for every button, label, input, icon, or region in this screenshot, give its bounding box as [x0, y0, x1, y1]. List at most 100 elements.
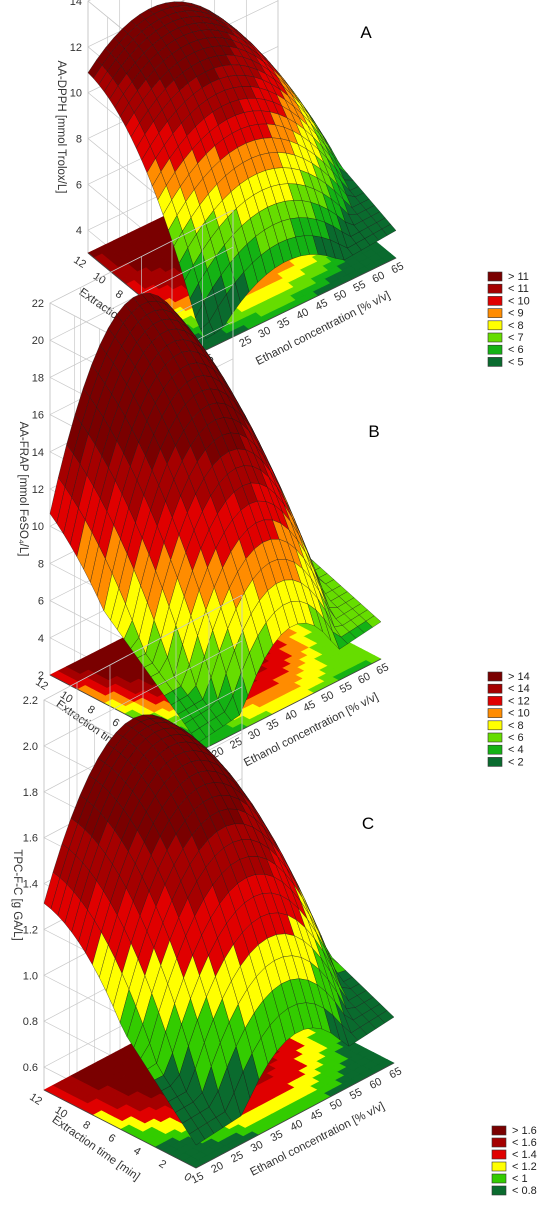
- legend-swatch: [491, 1161, 507, 1172]
- x-tick-label: 55: [348, 1086, 364, 1102]
- legend-label: < 6: [508, 344, 524, 356]
- legend-swatch: [487, 320, 503, 331]
- legend-label: < 7: [508, 332, 524, 344]
- x-axis-line: [205, 257, 397, 351]
- legend-label: < 12: [508, 695, 530, 707]
- legend-swatch: [487, 671, 503, 682]
- panel-letter: C: [362, 814, 374, 833]
- z-tick-label: 4: [76, 225, 82, 237]
- x-tick-label: 60: [370, 269, 386, 285]
- y-tick-label: 8: [85, 703, 97, 716]
- y-tick-label: 6: [110, 716, 122, 729]
- z-tick-label: 2: [38, 670, 44, 682]
- x-tick-label: 25: [237, 334, 253, 350]
- x-tick-label: 40: [294, 306, 310, 322]
- z-tick-label: 2.2: [23, 695, 38, 707]
- y-tick-label: 12: [71, 254, 88, 271]
- legend-swatch: [487, 357, 503, 367]
- legend: > 1.6< 1.6< 1.4< 1.2< 1< 0.8: [491, 1125, 537, 1197]
- legend-swatch: [487, 696, 503, 706]
- legend-swatch: [487, 757, 503, 767]
- y-tick-label: 0: [182, 1171, 194, 1184]
- z-tick-label: 14: [32, 447, 44, 459]
- legend-label: < 9: [508, 308, 524, 320]
- legend-label: < 10: [508, 295, 530, 307]
- x-tick-label: 60: [356, 671, 372, 687]
- x-tick-label: 30: [249, 1139, 265, 1155]
- response-surface: [87, 1, 397, 339]
- legend-swatch: [491, 1173, 507, 1184]
- x-tick-label: 50: [328, 1097, 344, 1113]
- legend-label: > 11: [508, 271, 529, 283]
- z-tick-label: 18: [32, 372, 44, 384]
- panel-letter: A: [360, 23, 372, 42]
- legend-label: < 8: [508, 320, 524, 332]
- response-surface: [43, 714, 395, 1146]
- legend-label: < 5: [508, 356, 524, 368]
- x-tick-label: 40: [283, 708, 299, 724]
- x-tick-label: 20: [209, 1160, 225, 1176]
- y-axis-line: [43, 1089, 197, 1169]
- legend-swatch: [491, 1125, 507, 1136]
- legend-label: > 14: [508, 671, 530, 683]
- legend-swatch: [491, 1137, 507, 1148]
- z-tick-label: 6: [76, 179, 82, 191]
- x-tick-label: 55: [351, 279, 367, 295]
- legend-label: > 1.6: [512, 1125, 537, 1137]
- legend-swatch: [487, 332, 503, 343]
- response-surface: [49, 292, 382, 744]
- x-tick-label: 50: [320, 689, 336, 705]
- x-tick-label: 65: [374, 661, 390, 677]
- legend-label: < 2: [508, 756, 524, 768]
- x-axis-line: [197, 658, 382, 753]
- z-tick-label: 0.6: [23, 1062, 38, 1074]
- x-tick-label: 30: [246, 726, 262, 742]
- x-tick-label: 15: [189, 1170, 205, 1186]
- z-tick-label: 1.0: [23, 970, 38, 982]
- z-tick-label: 12: [32, 484, 44, 496]
- legend-label: < 6: [508, 732, 524, 744]
- z-tick-label: 8: [38, 558, 44, 570]
- x-tick-label: 35: [265, 717, 281, 733]
- legend-label: < 14: [508, 683, 530, 695]
- y-tick-label: 10: [58, 689, 75, 706]
- z-tick-label: 4: [38, 633, 44, 645]
- legend-label: < 0.8: [512, 1185, 537, 1197]
- z-tick-label: 6: [38, 596, 44, 608]
- y-tick-label: 6: [106, 1132, 118, 1145]
- legend-swatch: [487, 296, 503, 306]
- z-tick-label: 20: [32, 335, 44, 347]
- legend-label: < 1: [512, 1173, 528, 1185]
- legend-label: < 1.4: [512, 1149, 537, 1161]
- z-tick-label: 8: [76, 133, 82, 145]
- z-axis-title: TPC-F-C [g GA/L]: [11, 849, 23, 940]
- y-tick-label: 4: [131, 1145, 143, 1158]
- x-tick-label: 45: [313, 297, 329, 313]
- z-tick-label: 2.0: [23, 741, 38, 753]
- legend-label: < 10: [508, 708, 530, 720]
- legend-swatch: [487, 344, 503, 355]
- legend-swatch: [487, 308, 503, 318]
- z-tick-label: 16: [32, 410, 44, 422]
- legend-swatch: [491, 1185, 507, 1196]
- x-tick-label: 55: [338, 680, 354, 696]
- z-tick-label: 1.6: [23, 833, 38, 845]
- y-tick-label: 8: [113, 288, 125, 301]
- panel-letter: B: [368, 422, 379, 441]
- z-tick-label: 10: [70, 88, 82, 100]
- z-tick-label: 14: [70, 0, 82, 8]
- x-tick-label: 65: [389, 260, 405, 276]
- z-tick-label: 22: [32, 298, 44, 310]
- legend-label: < 1.6: [512, 1137, 537, 1149]
- x-tick-label: 50: [332, 288, 348, 304]
- z-tick-label: 12: [70, 42, 82, 54]
- y-tick-label: 10: [53, 1104, 70, 1121]
- x-tick-label: 45: [301, 698, 317, 714]
- z-axis-title: AA-DPPH [mmol Trolox/L]: [55, 61, 67, 194]
- x-tick-label: 60: [368, 1076, 384, 1092]
- z-tick-label: 1.4: [23, 879, 38, 891]
- legend-swatch: [487, 732, 503, 743]
- legend-swatch: [487, 271, 503, 282]
- x-tick-label: 25: [229, 1149, 245, 1165]
